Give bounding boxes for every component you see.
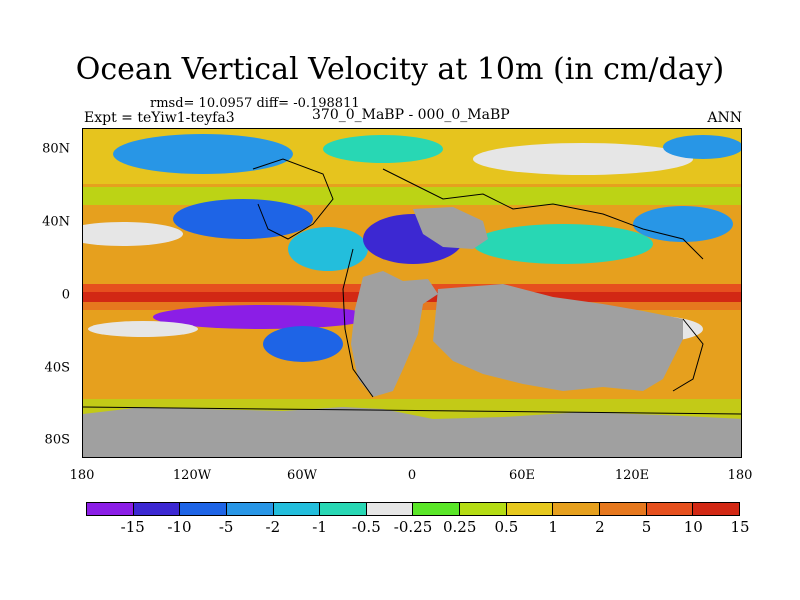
coastlines xyxy=(83,158,741,415)
x-label-0: 0 xyxy=(407,468,417,483)
coastline-west-gondwana xyxy=(342,248,374,398)
colorbar-swatch-1 xyxy=(133,503,181,515)
y-label-80n: 80N xyxy=(42,141,70,157)
colorbar-swatch-11 xyxy=(600,503,647,515)
colorbar-label-0: -15 xyxy=(120,518,145,536)
arctic-cyan xyxy=(323,135,443,163)
east-pacific-cyan xyxy=(288,227,368,271)
colorbar-label-8: 0.5 xyxy=(494,518,519,536)
colorbar-label-10: 2 xyxy=(595,518,605,536)
north-pacific-white xyxy=(83,222,183,246)
tethys-cyan xyxy=(473,224,653,264)
y-label-0: 0 xyxy=(61,287,70,303)
land-gondwana-east xyxy=(433,284,683,391)
colorbar-label-4: -1 xyxy=(312,518,327,536)
velocity-map xyxy=(82,128,742,458)
south-equatorial-purple xyxy=(153,305,373,329)
colorbar-label-11: 5 xyxy=(641,518,652,536)
colorbar xyxy=(86,502,740,516)
plot-title: Ocean Vertical Velocity at 10m (in cm/da… xyxy=(75,52,725,87)
colorbar-swatch-7 xyxy=(413,503,461,515)
arctic-white xyxy=(473,143,693,175)
colorbar-swatch-9 xyxy=(506,503,554,515)
colorbar-swatch-13 xyxy=(693,503,739,515)
colorbar-swatch-5 xyxy=(320,503,367,515)
colorbar-swatch-2 xyxy=(180,503,227,515)
x-label-120e: 120E xyxy=(614,468,650,483)
colorbar-label-1: -10 xyxy=(167,518,192,536)
land-antarctica xyxy=(83,407,741,457)
x-label-120w: 120W xyxy=(172,468,212,483)
arctic-blue xyxy=(663,135,741,159)
north-green-band xyxy=(83,187,741,205)
colorbar-swatch-4 xyxy=(273,503,321,515)
east-blue xyxy=(633,206,733,242)
colorbar-swatch-3 xyxy=(226,503,274,515)
season-label: ANN xyxy=(707,110,742,126)
colorbar-label-3: -2 xyxy=(265,518,281,536)
colorbar-swatch-10 xyxy=(553,503,601,515)
land-gondwana-west xyxy=(351,271,438,397)
colorbar-swatch-6 xyxy=(366,503,414,515)
coastline-eurasia xyxy=(382,168,704,260)
colorbar-label-6: -0.25 xyxy=(393,518,433,536)
x-label-180e: 180 xyxy=(727,468,753,483)
coastline-antarctica xyxy=(83,406,741,415)
y-label-40n: 40N xyxy=(42,214,70,230)
land-north-block xyxy=(413,207,488,249)
x-label-180w: 180 xyxy=(69,468,95,483)
colorbar-swatch-12 xyxy=(646,503,694,515)
experiment-label: Expt = teYiw1-teyfa3 xyxy=(84,110,235,126)
colorbar-label-5: -0.5 xyxy=(351,518,381,536)
colorbar-swatch-0 xyxy=(87,503,134,515)
south-pacific-blue xyxy=(263,326,343,362)
y-label-80s: 80S xyxy=(44,432,70,448)
colorbar-label-13: 15 xyxy=(730,518,750,536)
colorbar-label-7: 0.25 xyxy=(443,518,477,536)
south-equatorial-white xyxy=(88,321,198,337)
north-pacific-dark-blue xyxy=(173,199,313,239)
colorbar-label-2: -5 xyxy=(218,518,234,536)
y-label-40s: 40S xyxy=(44,360,70,376)
comparison-label: 370_0_MaBP - 000_0_MaBP xyxy=(312,107,510,123)
north-pacific-blue xyxy=(113,134,293,174)
stats-text: rmsd= 10.0957 diff= -0.198811 xyxy=(150,96,360,111)
coastline-east-gondwana xyxy=(672,318,704,392)
coastline-north-america xyxy=(252,158,334,240)
x-label-60w: 60W xyxy=(287,468,317,483)
colorbar-swatch-8 xyxy=(460,503,507,515)
x-label-60e: 60E xyxy=(508,468,536,483)
colorbar-label-9: 1 xyxy=(548,518,558,536)
colorbar-label-12: 10 xyxy=(683,518,703,536)
